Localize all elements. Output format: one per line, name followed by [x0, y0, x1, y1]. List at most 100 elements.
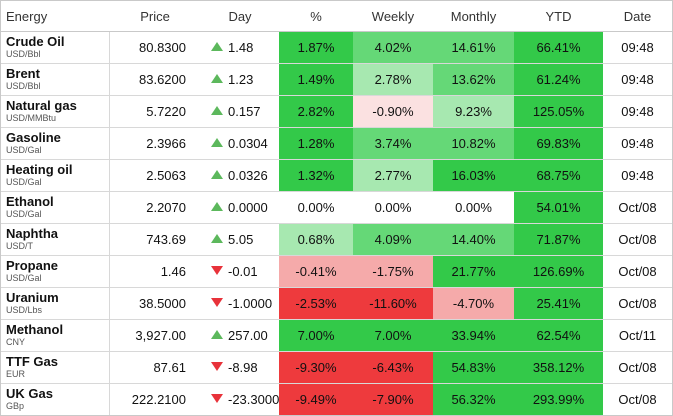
- monthly-change-value: -4.70%: [433, 287, 514, 320]
- price-value: 222.2100: [131, 392, 186, 407]
- date-value: 09:48: [603, 159, 672, 192]
- commodity-cell[interactable]: Uranium USD/Lbs: [1, 287, 110, 320]
- monthly-change-value: 10.82%: [433, 127, 514, 160]
- commodity-name-link[interactable]: Ethanol: [6, 194, 54, 209]
- percent-change-value: 1.28%: [279, 127, 353, 160]
- triangle-up-icon: [211, 138, 223, 147]
- percent-change-value: -9.49%: [279, 383, 353, 415]
- commodity-cell[interactable]: Propane USD/Gal: [1, 255, 110, 288]
- date-value: 09:48: [603, 31, 672, 64]
- table-row[interactable]: Heating oil USD/Gal 2.5063 0.0326 1.32% 2.77%…: [1, 159, 672, 192]
- percent-change-value: 0.68%: [279, 223, 353, 256]
- weekly-change-value: -1.75%: [353, 255, 433, 288]
- commodity-cell[interactable]: Naphtha USD/T: [1, 223, 110, 256]
- price-value: 2.5063: [109, 159, 201, 192]
- ytd-change-value: 66.41%: [514, 31, 603, 64]
- column-header-percent[interactable]: %: [279, 1, 353, 32]
- column-header-day[interactable]: Day: [201, 1, 279, 32]
- commodity-name-link[interactable]: UK Gas: [6, 386, 53, 401]
- commodity-name-link[interactable]: Brent: [6, 66, 40, 81]
- ytd-change-value: 68.75%: [514, 159, 603, 192]
- table-row[interactable]: TTF Gas EUR 87.61 -8.98 -9.30% -6.43% 54.83% 35…: [1, 351, 672, 384]
- date-value: Oct/08: [603, 287, 672, 320]
- table-row[interactable]: Methanol CNY 3,927.00 257.00 7.00% 7.00% 33.94…: [1, 319, 672, 352]
- triangle-up-icon: [211, 330, 223, 339]
- commodity-unit: EUR: [6, 369, 26, 379]
- day-change-cell: -1.0000: [201, 287, 279, 320]
- triangle-down-icon: [211, 298, 223, 307]
- price-value: 3,927.00: [109, 319, 201, 352]
- commodity-name-link[interactable]: TTF Gas: [6, 354, 59, 369]
- day-change-value: -1.0000: [228, 296, 273, 311]
- column-header-energy[interactable]: Energy: [1, 1, 109, 32]
- price-value: 5.7220: [109, 95, 201, 128]
- triangle-up-icon: [211, 170, 223, 179]
- day-change-value: 0.157: [228, 104, 261, 119]
- table-row[interactable]: Naphtha USD/T 743.69 5.05 0.68% 4.09% 14.40% 71…: [1, 223, 672, 256]
- day-change-cell: 257.00: [201, 319, 279, 352]
- column-header-monthly[interactable]: Monthly: [433, 1, 514, 32]
- day-change-value: 0.0304: [228, 136, 268, 151]
- commodity-unit: GBp: [6, 401, 25, 411]
- commodity-unit: USD/Gal: [6, 145, 42, 155]
- date-value: Oct/11: [603, 319, 672, 352]
- percent-change-value: 7.00%: [279, 319, 353, 352]
- commodity-cell[interactable]: Crude Oil USD/Bbl: [1, 31, 110, 64]
- percent-change-value: -2.53%: [279, 287, 353, 320]
- commodity-cell[interactable]: Ethanol USD/Gal: [1, 191, 110, 224]
- commodity-unit: USD/Bbl: [6, 49, 41, 59]
- commodity-name-link[interactable]: Crude Oil: [6, 34, 65, 49]
- table-row[interactable]: Uranium USD/Lbs 38.5000 -1.0000 -2.53% -11.60…: [1, 287, 672, 320]
- monthly-change-value: 54.83%: [433, 351, 514, 384]
- table-row[interactable]: Ethanol USD/Gal 2.2070 0.0000 0.00% 0.00% 0.00…: [1, 191, 672, 224]
- commodity-name-link[interactable]: Heating oil: [6, 162, 73, 177]
- commodity-unit: USD/Gal: [6, 177, 42, 187]
- table-row[interactable]: UK Gas GBp 222.2100 -23.3000 -9.49% -7.90% 56.…: [1, 383, 672, 416]
- triangle-down-icon: [211, 266, 223, 275]
- table-row[interactable]: Natural gas USD/MMBtu 5.7220 0.157 2.82% -0.9…: [1, 95, 672, 128]
- commodity-cell[interactable]: Heating oil USD/Gal: [1, 159, 110, 192]
- commodity-cell[interactable]: Methanol CNY: [1, 319, 110, 352]
- commodity-name-link[interactable]: Methanol: [6, 322, 64, 337]
- commodity-cell[interactable]: Gasoline USD/Gal: [1, 127, 110, 160]
- commodity-name-link[interactable]: Uranium: [6, 290, 59, 305]
- ytd-change-value: 54.01%: [514, 191, 603, 224]
- ytd-change-value: 62.54%: [514, 319, 603, 352]
- commodity-cell[interactable]: Natural gas USD/MMBtu: [1, 95, 110, 128]
- table-row[interactable]: Propane USD/Gal 1.46 -0.01 -0.41% -1.75% 21.77…: [1, 255, 672, 288]
- monthly-change-value: 14.61%: [433, 31, 514, 64]
- table-row[interactable]: Crude Oil USD/Bbl 80.8300 1.48 1.87% 4.02% 14.…: [1, 31, 672, 64]
- date-value: Oct/08: [603, 351, 672, 384]
- commodity-name-link[interactable]: Gasoline: [6, 130, 61, 145]
- commodity-cell[interactable]: UK Gas GBp: [1, 383, 110, 415]
- price-value: 2.3966: [109, 127, 201, 160]
- column-header-ytd[interactable]: YTD: [514, 1, 603, 32]
- date-value: Oct/08: [603, 191, 672, 224]
- commodity-name-link[interactable]: Naphtha: [6, 226, 58, 241]
- day-change-cell: -23.3000: [201, 384, 279, 416]
- day-change-value: -8.98: [228, 360, 258, 375]
- commodity-unit: CNY: [6, 337, 26, 347]
- table-row[interactable]: Gasoline USD/Gal 2.3966 0.0304 1.28% 3.74% 10.…: [1, 127, 672, 160]
- ytd-change-value: 61.24%: [514, 63, 603, 96]
- commodity-name-link[interactable]: Natural gas: [6, 98, 77, 113]
- triangle-up-icon: [211, 42, 223, 51]
- day-change-cell: 1.48: [201, 31, 279, 64]
- date-value: 09:48: [603, 127, 672, 160]
- commodity-cell[interactable]: Brent USD/Bbl: [1, 63, 110, 96]
- column-header-price[interactable]: Price: [109, 1, 201, 32]
- commodity-cell[interactable]: TTF Gas EUR: [1, 351, 110, 384]
- table-row[interactable]: Brent USD/Bbl 83.6200 1.23 1.49% 2.78% 13.62% 6…: [1, 63, 672, 96]
- day-change-value: -0.01: [228, 264, 258, 279]
- column-header-date[interactable]: Date: [603, 1, 672, 32]
- monthly-change-value: 13.62%: [433, 63, 514, 96]
- weekly-change-value: 2.77%: [353, 159, 433, 192]
- ytd-change-value: 358.12%: [514, 351, 603, 384]
- day-change-cell: 0.0000: [201, 191, 279, 224]
- column-header-weekly[interactable]: Weekly: [353, 1, 433, 32]
- commodity-name-link[interactable]: Propane: [6, 258, 59, 273]
- price-value: 743.69: [109, 223, 201, 256]
- date-value: 09:48: [603, 63, 672, 96]
- monthly-change-value: 14.40%: [433, 223, 514, 256]
